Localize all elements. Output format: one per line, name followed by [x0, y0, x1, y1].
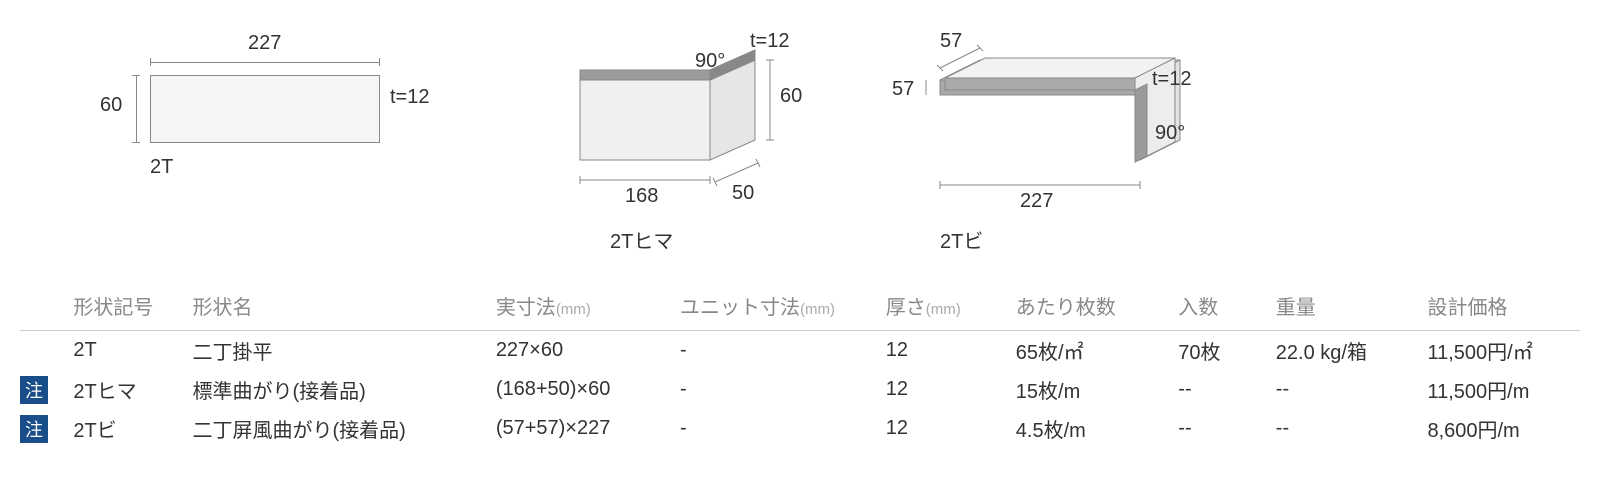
cell-code: 2T [63, 331, 182, 371]
cell-per: 65枚/㎡ [1006, 331, 1169, 371]
cell-thickness: 12 [876, 331, 1006, 371]
table: 形状記号 形状名 実寸法(mm) ユニット寸法(mm) 厚さ(mm) あたり枚数… [20, 285, 1580, 448]
cell-note: 注 [20, 409, 63, 448]
tile-shape-svg [540, 30, 840, 250]
header-thickness: 厚さ(mm) [876, 285, 1006, 331]
dim-length: 227 [1020, 190, 1053, 213]
diagram-label: 2T [150, 156, 173, 179]
cell-weight: -- [1266, 370, 1418, 409]
dim-side: 57 [892, 78, 914, 101]
diagram-2t-hima: 90° t=12 60 168 50 2Tヒマ [540, 30, 840, 250]
diagram-2t: 227 60 t=12 2T [100, 30, 420, 230]
cell-name: 標準曲がり(接着品) [182, 370, 485, 409]
dim-width: 168 [625, 185, 658, 208]
dim-thickness: t=12 [390, 86, 429, 109]
dim-short: 50 [732, 182, 754, 205]
cell-name: 二丁屏風曲がり(接着品) [182, 409, 485, 448]
cell-note: 注 [20, 370, 63, 409]
note-badge: 注 [20, 376, 48, 404]
header-name: 形状名 [182, 285, 485, 331]
header-unit-dim-label: ユニット寸法 [680, 297, 800, 319]
header-per: あたり枚数 [1006, 285, 1169, 331]
header-actual-label: 実寸法 [496, 297, 556, 319]
cell-unit_dim: - [670, 409, 876, 448]
table-row: 注2Tヒマ標準曲がり(接着品)(168+50)×60-1215枚/m----11… [20, 370, 1580, 409]
cell-actual: 227×60 [486, 331, 670, 371]
table-row: 注2Tビ二丁屏風曲がり(接着品)(57+57)×227-124.5枚/m----… [20, 409, 1580, 448]
dim-thickness: t=12 [1152, 68, 1191, 91]
header-actual: 実寸法(mm) [486, 285, 670, 331]
diagram-label: 2Tビ [940, 225, 983, 254]
header-price: 設計価格 [1417, 285, 1580, 331]
header-thickness-label: 厚さ [886, 297, 926, 319]
spec-table: 形状記号 形状名 実寸法(mm) ユニット寸法(mm) 厚さ(mm) あたり枚数… [20, 285, 1580, 448]
dim-thickness: t=12 [750, 30, 789, 53]
header-code: 形状記号 [63, 285, 182, 331]
dim-line-height [136, 75, 137, 143]
cell-price: 8,600円/m [1417, 409, 1580, 448]
cell-actual: (57+57)×227 [486, 409, 670, 448]
cell-weight: -- [1266, 409, 1418, 448]
dim-angle: 90° [695, 50, 725, 73]
diagram-label: 2Tヒマ [610, 225, 673, 254]
dim-line-width [150, 62, 380, 63]
cell-thickness: 12 [876, 370, 1006, 409]
dim-height: 60 [780, 85, 802, 108]
cell-actual: (168+50)×60 [486, 370, 670, 409]
cell-code: 2Tビ [63, 409, 182, 448]
cell-code: 2Tヒマ [63, 370, 182, 409]
dim-width: 227 [248, 32, 281, 55]
cell-price: 11,500円/m [1417, 370, 1580, 409]
cell-price: 11,500円/㎡ [1417, 331, 1580, 371]
header-thickness-unit: (mm) [926, 301, 961, 318]
header-unit-dim-unit: (mm) [800, 301, 835, 318]
dim-height: 60 [100, 94, 122, 117]
header-note [20, 285, 63, 331]
header-weight: 重量 [1266, 285, 1418, 331]
cell-weight: 22.0 kg/箱 [1266, 331, 1418, 371]
cell-qty: -- [1168, 370, 1266, 409]
cell-per: 15枚/m [1006, 370, 1169, 409]
cell-unit_dim: - [670, 331, 876, 371]
header-actual-unit: (mm) [556, 301, 591, 318]
table-body: 2T二丁掛平227×60-1265枚/㎡70枚22.0 kg/箱11,500円/… [20, 331, 1580, 449]
diagrams-area: 227 60 t=12 2T [0, 0, 1600, 260]
cell-qty: 70枚 [1168, 331, 1266, 371]
header-unit-dim: ユニット寸法(mm) [670, 285, 876, 331]
cell-name: 二丁掛平 [182, 331, 485, 371]
header-qty: 入数 [1168, 285, 1266, 331]
tile-shape [150, 75, 380, 143]
table-row: 2T二丁掛平227×60-1265枚/㎡70枚22.0 kg/箱11,500円/… [20, 331, 1580, 371]
cell-qty: -- [1168, 409, 1266, 448]
cell-thickness: 12 [876, 409, 1006, 448]
cell-note [20, 331, 63, 371]
table-header-row: 形状記号 形状名 実寸法(mm) ユニット寸法(mm) 厚さ(mm) あたり枚数… [20, 285, 1580, 331]
dim-top: 57 [940, 30, 962, 53]
note-badge: 注 [20, 415, 48, 443]
diagram-2t-bi: 57 57 t=12 90° 227 2Tビ [880, 30, 1220, 250]
cell-unit_dim: - [670, 370, 876, 409]
cell-per: 4.5枚/m [1006, 409, 1169, 448]
dim-angle: 90° [1155, 122, 1185, 145]
